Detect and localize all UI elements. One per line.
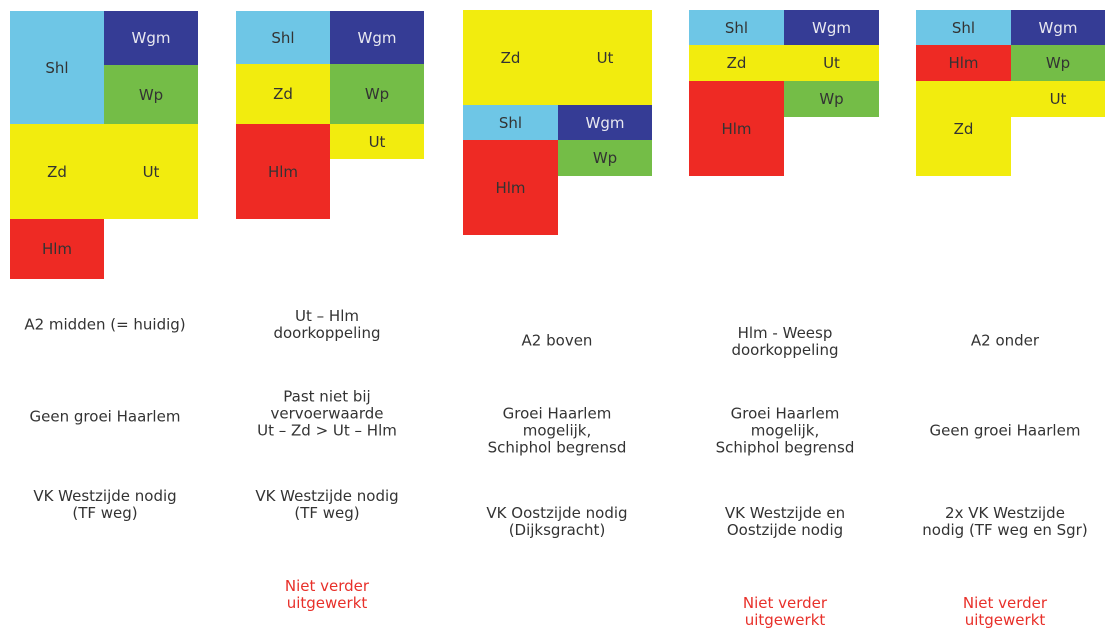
block-ut: Ut: [558, 10, 652, 105]
block-zd: Zd: [10, 124, 104, 219]
variant-requirement: VK Westzijde nodig (TF weg): [33, 487, 177, 522]
variant-status: Niet verder uitgewerkt: [284, 577, 370, 612]
block-wgm: Wgm: [784, 10, 879, 45]
variant-name: A2 onder: [970, 331, 1040, 350]
variant-requirement: 2x VK Westzijde nodig (TF weg en Sgr): [922, 504, 1088, 539]
block-wp: Wp: [330, 64, 424, 124]
block-wp: Wp: [104, 65, 198, 124]
block-shl: Shl: [236, 11, 330, 64]
variant-status: Niet verder uitgewerkt: [742, 594, 828, 629]
block-zd: Zd: [236, 64, 330, 124]
variant-name: Ut – Hlm doorkoppeling: [273, 307, 381, 342]
block-ut: Ut: [330, 124, 424, 159]
variant-requirement: VK Oostzijde nodig (Dijksgracht): [486, 504, 628, 539]
variant-requirement: VK Westzijde en Oostzijde nodig: [724, 504, 846, 539]
variant-growth: Groei Haarlem mogelijk, Schiphol begrens…: [715, 404, 855, 457]
variant-name: A2 boven: [521, 331, 593, 350]
variant-status: Niet verder uitgewerkt: [962, 594, 1048, 629]
variant-a2-boven: Zd Ut Shl Wgm Hlm Wp A2 boven Groei Haar…: [452, 0, 662, 631]
variant-growth: Geen groei Haarlem: [929, 421, 1081, 440]
block-shl: Shl: [689, 10, 784, 45]
block-wgm: Wgm: [1011, 10, 1105, 45]
block-shl: Shl: [463, 105, 558, 140]
block-hlm: Hlm: [10, 219, 104, 279]
variant-growth: Geen groei Haarlem: [29, 407, 181, 426]
block-ut: Ut: [1011, 81, 1105, 117]
block-hlm: Hlm: [463, 140, 558, 235]
variant-name: A2 midden (= huidig): [24, 315, 186, 334]
block-shl: Shl: [10, 11, 104, 124]
variant-a2-onder: Shl Wgm Hlm Wp Zd Ut A2 onder Geen groei…: [905, 0, 1105, 631]
block-ut: Ut: [784, 45, 879, 81]
block-wgm: Wgm: [104, 11, 198, 65]
variant-requirement: VK Westzijde nodig (TF weg): [255, 487, 399, 522]
block-hlm: Hlm: [689, 81, 784, 176]
variant-hlm-weesp: Shl Wgm Zd Ut Hlm Wp Hlm - Weesp doorkop…: [680, 0, 890, 631]
variant-growth: Groei Haarlem mogelijk, Schiphol begrens…: [487, 404, 627, 457]
variant-ut-hlm: Shl Wgm Zd Wp Hlm Ut Ut – Hlm doorkoppel…: [222, 0, 432, 631]
block-wp: Wp: [784, 81, 879, 117]
block-shl: Shl: [916, 10, 1011, 45]
variant-growth: Past niet bij vervoerwaarde Ut – Zd > Ut…: [257, 387, 397, 440]
block-wp: Wp: [558, 140, 652, 176]
block-zd: Zd: [916, 81, 1011, 176]
block-wgm: Wgm: [330, 11, 424, 64]
block-ut: Ut: [104, 124, 198, 219]
block-wp: Wp: [1011, 45, 1105, 81]
block-wgm: Wgm: [558, 105, 652, 140]
block-zd: Zd: [689, 45, 784, 81]
variant-name: Hlm - Weesp doorkoppeling: [731, 324, 839, 359]
block-hlm: Hlm: [236, 124, 330, 219]
block-hlm: Hlm: [916, 45, 1011, 81]
block-zd: Zd: [463, 10, 558, 105]
variant-a2-midden: Shl Wgm Wp Zd Ut Hlm A2 midden (= huidig…: [0, 0, 210, 631]
